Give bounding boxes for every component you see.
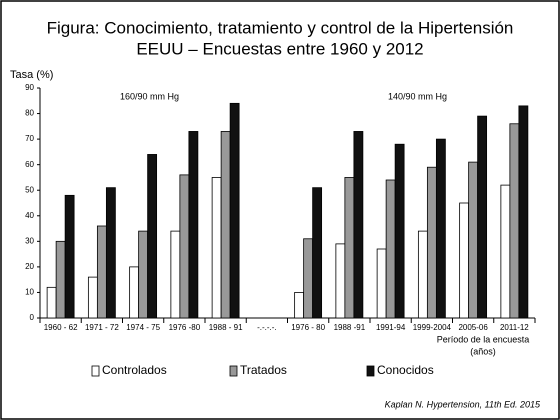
bar bbox=[394, 143, 405, 319]
source: Kaplan N. Hypertension, 11th Ed. 2015 bbox=[385, 399, 541, 409]
y-tick-label: 10 bbox=[25, 288, 34, 297]
x-tick-label: 1991-94 bbox=[376, 323, 406, 332]
bar bbox=[138, 230, 149, 319]
legend-label: Conocidos bbox=[377, 363, 434, 377]
bar bbox=[147, 154, 158, 319]
x-tick-label: 1960 - 62 bbox=[44, 323, 78, 332]
y-tick-label: 40 bbox=[25, 211, 34, 220]
bar bbox=[87, 276, 98, 319]
annotation: 160/90 mm Hg bbox=[120, 91, 179, 101]
bar bbox=[229, 102, 240, 319]
x-tick-label: 1971 - 72 bbox=[85, 323, 119, 332]
chart-title: Figura: Conocimiento, tratamiento y cont… bbox=[47, 18, 514, 37]
x-tick-label: 1988 - 91 bbox=[209, 323, 243, 332]
bar bbox=[46, 286, 57, 319]
legend-swatch bbox=[366, 365, 375, 377]
bar bbox=[303, 238, 314, 319]
x-tick-label: 1976 - 80 bbox=[291, 323, 325, 332]
bar bbox=[170, 230, 181, 319]
y-tick-label: 30 bbox=[25, 236, 34, 245]
annotation: 140/90 mm Hg bbox=[388, 91, 447, 101]
x-axis-label: Período de la encuesta bbox=[437, 334, 530, 344]
bar bbox=[417, 230, 428, 319]
y-axis-label: Tasa (%) bbox=[10, 69, 53, 81]
bar bbox=[468, 161, 479, 319]
y-tick-label: 90 bbox=[25, 83, 34, 92]
bar bbox=[64, 194, 75, 319]
legend-label: Controlados bbox=[102, 363, 167, 377]
bar bbox=[509, 123, 520, 319]
bar bbox=[129, 266, 140, 319]
bar bbox=[459, 202, 470, 319]
bar bbox=[188, 131, 199, 319]
x-tick-label: 1976 -80 bbox=[169, 323, 201, 332]
bar bbox=[500, 184, 511, 319]
bar bbox=[294, 292, 305, 319]
bar bbox=[344, 177, 355, 319]
bar bbox=[55, 240, 66, 319]
y-tick-label: 20 bbox=[25, 262, 34, 271]
bar bbox=[518, 105, 529, 319]
x-axis-label: (años) bbox=[470, 346, 496, 356]
bar bbox=[96, 225, 107, 319]
chart-title: EEUU – Encuestas entre 1960 y 2012 bbox=[136, 39, 423, 58]
bar bbox=[220, 131, 231, 319]
legend-swatch bbox=[91, 365, 100, 377]
x-tick-label: 1974 - 75 bbox=[126, 323, 160, 332]
y-tick-label: 80 bbox=[25, 109, 34, 118]
legend-swatch bbox=[229, 365, 238, 377]
y-tick-label: 60 bbox=[25, 160, 34, 169]
bar bbox=[211, 177, 222, 319]
legend-label: Tratados bbox=[240, 363, 287, 377]
bar bbox=[435, 138, 446, 319]
x-tick-label: -.-.-.-. bbox=[257, 323, 277, 332]
bar bbox=[376, 248, 387, 319]
y-tick-label: 0 bbox=[30, 313, 35, 322]
bar bbox=[477, 115, 488, 319]
bar bbox=[179, 174, 190, 319]
y-tick-label: 70 bbox=[25, 134, 34, 143]
bar bbox=[312, 187, 323, 319]
bar bbox=[385, 179, 396, 319]
x-tick-label: 2011-12 bbox=[500, 323, 529, 332]
x-tick-label: 1988 -91 bbox=[334, 323, 366, 332]
y-tick-label: 50 bbox=[25, 185, 34, 194]
x-tick-label: 2005-06 bbox=[458, 323, 488, 332]
bar bbox=[105, 187, 116, 319]
x-tick-label: 1999-2004 bbox=[413, 323, 452, 332]
bar bbox=[353, 131, 364, 319]
bar bbox=[335, 243, 346, 319]
bar bbox=[426, 166, 437, 319]
